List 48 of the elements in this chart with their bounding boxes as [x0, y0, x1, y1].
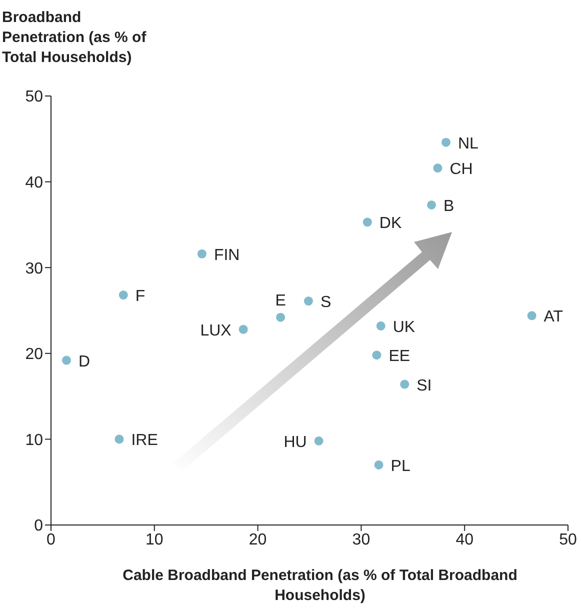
x-tick-label: 30: [352, 531, 370, 548]
point: [362, 218, 372, 227]
annotation: HU: [284, 434, 307, 451]
x-tick-label: 40: [456, 531, 474, 548]
y-tick-label: 20: [25, 346, 44, 364]
annotation: UK: [392, 318, 416, 336]
y-tick-label: 10: [25, 432, 44, 449]
point: [400, 380, 410, 389]
y-axis-title: Broadband Penetration (as % of Total Households): [2, 8, 148, 68]
annotation: LUX: [200, 322, 232, 340]
point: [197, 249, 206, 258]
annotation: F: [135, 288, 146, 306]
point: [527, 311, 536, 320]
annotation: NL: [458, 135, 479, 152]
point: [372, 350, 382, 360]
point: [276, 312, 286, 322]
y-tick-label: 0: [34, 518, 44, 535]
annotation: SI: [416, 377, 432, 394]
point: [374, 460, 384, 470]
annotation: IRE: [131, 432, 158, 450]
point: [314, 436, 324, 446]
y-tick-label: 30: [25, 260, 44, 278]
annotation: CH: [450, 161, 473, 178]
annotation: AT: [544, 308, 564, 326]
point: [441, 138, 450, 147]
point: [376, 321, 386, 330]
point: [118, 290, 128, 300]
point: [427, 200, 436, 210]
x-axis-title: Cable Broadband Penetration (as % of Total Broadband Households): [122, 566, 518, 606]
annotation: FIN: [214, 246, 240, 264]
x-tick-label: 50: [559, 531, 577, 548]
x-tick-label: 10: [146, 531, 164, 548]
x-tick-label: 20: [248, 531, 267, 548]
y-tick-label: 40: [25, 174, 44, 192]
annotation: D: [78, 353, 90, 370]
point: [62, 356, 72, 365]
point: [114, 434, 124, 444]
point: [238, 324, 248, 334]
annotation: DK: [379, 215, 402, 232]
annotation: PL: [390, 458, 410, 475]
x-tick-label: 0: [46, 531, 56, 548]
point: [304, 296, 313, 306]
point: [433, 164, 442, 173]
y-tick-label: 50: [25, 88, 44, 106]
annotation: EE: [388, 348, 410, 366]
annotation: E: [275, 292, 286, 310]
annotation: S: [320, 294, 332, 312]
annotation: B: [444, 198, 454, 215]
